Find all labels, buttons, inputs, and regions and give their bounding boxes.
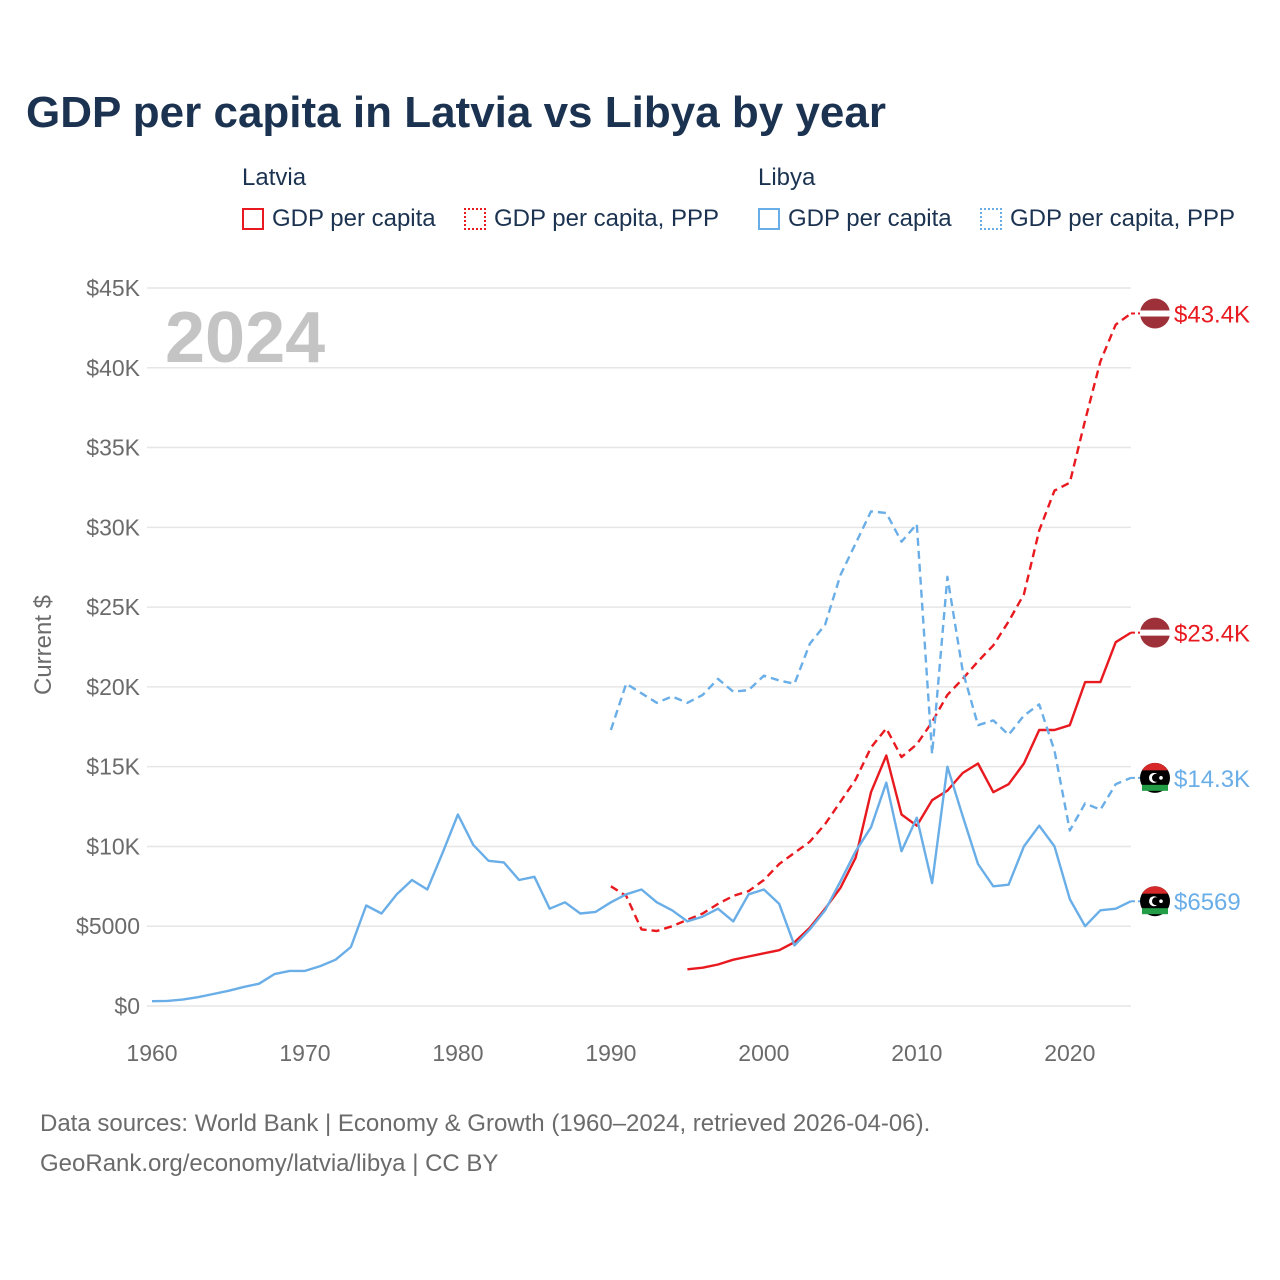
source-line-1: Data sources: World Bank | Economy & Gro… <box>40 1110 931 1137</box>
libya-flag-red-band <box>1140 763 1170 771</box>
libya-flag-green-band <box>1142 908 1168 915</box>
series-line-libya-gdp-per-capita <box>151 765 1132 1003</box>
legend-swatch-libya-gdp-ppp <box>980 208 1002 230</box>
libya-flag-crescent-cut <box>1152 773 1160 782</box>
x-tick-label: 1960 <box>126 1040 177 1066</box>
x-tick-label: 1980 <box>432 1040 483 1066</box>
legend-label-latvia-gdp: GDP per capita <box>272 205 436 232</box>
end-value-label: $23.4K <box>1174 621 1250 648</box>
y-tick-label: $20K <box>86 674 140 700</box>
x-tick-label: 2010 <box>891 1040 942 1066</box>
legend-label-latvia-gdp-ppp: GDP per capita, PPP <box>494 205 719 232</box>
y-tick-label: $40K <box>86 355 140 381</box>
libya-flag-crescent-cut <box>1152 897 1160 906</box>
end-value-label: $14.3K <box>1174 766 1250 793</box>
series-line-latvia-gdp-per-capita-ppp <box>610 312 1132 933</box>
chart-title: GDP per capita in Latvia vs Libya by yea… <box>26 88 886 137</box>
libya-flag-red-band <box>1140 886 1170 894</box>
libya-flag-star <box>1159 899 1163 903</box>
x-tick-label: 1990 <box>585 1040 636 1066</box>
year-watermark: 2024 <box>165 298 325 378</box>
line-chart: $0 $5000 $10K $15K $20K $25K $30K $35K $40K $45K 1… <box>30 275 1250 1066</box>
legend-item-libya-gdp-ppp[interactable]: GDP per capita, PPP <box>980 205 1235 233</box>
libya-flag-star <box>1159 776 1163 780</box>
series-line-libya-gdp-per-capita-ppp <box>609 510 1132 832</box>
y-axis-title: Current $ <box>30 595 57 695</box>
end-value-label: $6569 <box>1174 889 1241 916</box>
y-tick-label: $10K <box>86 833 140 859</box>
source-note: Data sources: World Bank | Economy & Gro… <box>40 1104 930 1184</box>
legend-label-libya-gdp: GDP per capita <box>788 205 952 232</box>
end-value-label: $43.4K <box>1174 302 1250 329</box>
source-line-2[interactable]: GeoRank.org/economy/latvia/libya | CC BY <box>40 1150 499 1177</box>
legend-swatch-libya-gdp <box>758 208 780 230</box>
x-tick-label: 2000 <box>738 1040 789 1066</box>
y-tick-label: $35K <box>86 435 140 461</box>
libya-flag-green-band <box>1142 784 1168 791</box>
legend-swatch-latvia-gdp-ppp <box>464 208 486 230</box>
latvia-flag-stripe <box>1140 310 1170 317</box>
legend-swatch-latvia-gdp <box>242 208 264 230</box>
legend-group-name-libya: Libya <box>758 164 816 191</box>
x-tick-label: 2020 <box>1044 1040 1095 1066</box>
series-line-latvia-gdp-per-capita <box>687 631 1132 971</box>
y-tick-label: $0 <box>114 993 140 1019</box>
legend-item-latvia-gdp[interactable]: GDP per capita <box>242 205 436 233</box>
legend-item-latvia-gdp-ppp[interactable]: GDP per capita, PPP <box>464 205 719 233</box>
x-tick-label: 1970 <box>279 1040 330 1066</box>
y-tick-label: $5000 <box>76 913 140 939</box>
y-tick-label: $25K <box>86 594 140 620</box>
legend-label-libya-gdp-ppp: GDP per capita, PPP <box>1010 205 1235 232</box>
y-tick-label: $15K <box>86 754 140 780</box>
latvia-flag-stripe <box>1140 629 1170 636</box>
legend-group-name-latvia: Latvia <box>242 164 307 191</box>
y-tick-label: $45K <box>86 275 140 301</box>
legend-item-libya-gdp[interactable]: GDP per capita <box>758 205 952 233</box>
y-tick-label: $30K <box>86 514 140 540</box>
